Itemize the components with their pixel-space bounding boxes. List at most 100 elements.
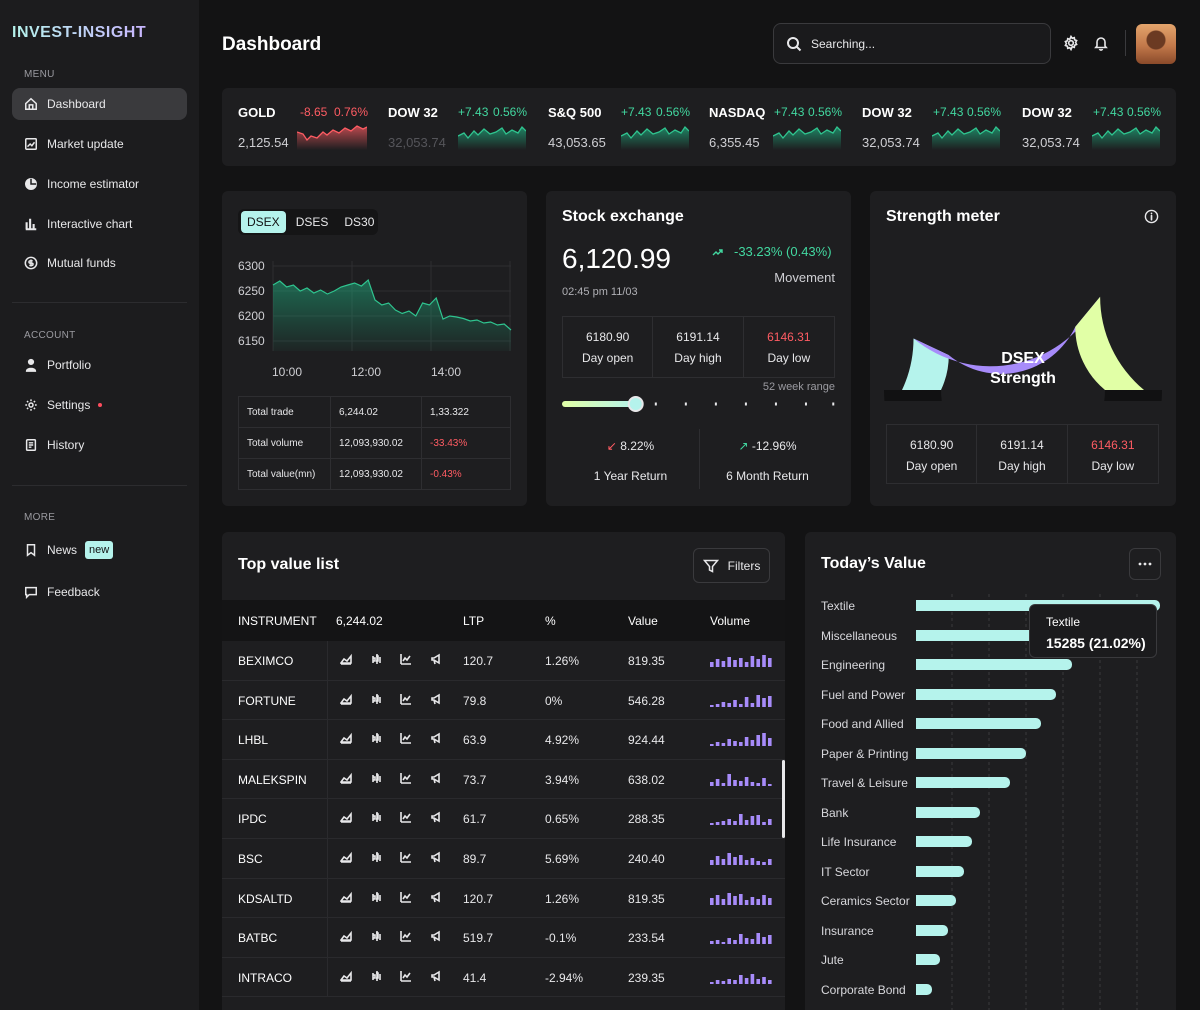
value-bar[interactable] xyxy=(916,836,972,847)
area-chart-icon[interactable] xyxy=(340,653,354,667)
column-divider xyxy=(327,680,328,720)
candle-chart-icon[interactable] xyxy=(370,891,384,905)
line-chart-icon[interactable] xyxy=(400,732,414,746)
area-chart-icon[interactable] xyxy=(340,930,354,944)
ticker-name: GOLD xyxy=(238,105,276,120)
value-bar[interactable] xyxy=(916,924,948,936)
candle-chart-icon[interactable] xyxy=(370,693,384,707)
megaphone-icon[interactable] xyxy=(430,653,444,667)
line-chart-icon[interactable] xyxy=(400,930,414,944)
return-value: 8.22% xyxy=(620,439,655,453)
value-bar[interactable] xyxy=(916,806,980,818)
candle-chart-icon[interactable] xyxy=(370,851,384,865)
value-bar[interactable] xyxy=(916,865,964,877)
line-chart-icon[interactable] xyxy=(400,653,414,667)
volume-mini-bars xyxy=(710,933,772,945)
megaphone-icon[interactable] xyxy=(430,970,444,984)
candle-chart-icon[interactable] xyxy=(370,732,384,746)
table-scrollbar[interactable] xyxy=(782,760,785,838)
filters-button[interactable]: Filters xyxy=(693,548,770,583)
sidebar-item-news[interactable]: News new xyxy=(12,534,187,566)
value-bar[interactable] xyxy=(916,777,1011,788)
area-chart-icon[interactable] xyxy=(340,851,354,865)
megaphone-icon[interactable] xyxy=(430,732,444,746)
line-chart-icon[interactable] xyxy=(400,891,414,905)
area-chart-icon[interactable] xyxy=(340,693,354,707)
line-chart-icon[interactable] xyxy=(400,811,414,825)
value-bar[interactable] xyxy=(916,659,1073,670)
candle-chart-icon[interactable] xyxy=(370,930,384,944)
value-bar[interactable] xyxy=(916,954,940,965)
volume-bar xyxy=(750,939,755,945)
value-bar[interactable] xyxy=(916,983,932,995)
table-row[interactable]: BEXIMCO 120.7 1.26% 819.35 xyxy=(222,641,785,681)
sidebar-item-portfolio[interactable]: Portfolio xyxy=(12,349,187,381)
megaphone-icon[interactable] xyxy=(430,772,444,786)
volume-bar xyxy=(744,938,749,945)
area-chart-icon[interactable] xyxy=(340,732,354,746)
sidebar-item-mutual-funds[interactable]: Mutual funds xyxy=(12,247,187,279)
range-handle[interactable] xyxy=(627,396,644,412)
area-chart-icon[interactable] xyxy=(340,772,354,786)
candle-chart-icon[interactable] xyxy=(370,772,384,786)
sidebar-item-market-update[interactable]: Market update xyxy=(12,128,187,160)
candle-chart-icon[interactable] xyxy=(370,970,384,984)
megaphone-icon[interactable] xyxy=(430,693,444,707)
megaphone-icon[interactable] xyxy=(430,811,444,825)
settings-button[interactable] xyxy=(1062,34,1080,52)
more-options-button[interactable] xyxy=(1129,548,1161,580)
volume-mini-bars xyxy=(710,773,772,786)
notifications-button[interactable] xyxy=(1092,34,1110,52)
col-percent: % xyxy=(545,614,556,628)
table-row[interactable]: KDSALTD 120.7 1.26% 819.35 xyxy=(222,878,785,919)
sidebar-item-interactive-chart[interactable]: Interactive chart xyxy=(12,208,187,240)
volume-bar xyxy=(756,815,760,826)
volume-bar xyxy=(710,662,714,667)
value-bar[interactable] xyxy=(916,895,956,906)
area-chart-icon[interactable] xyxy=(340,970,354,984)
search-input[interactable] xyxy=(811,36,1031,51)
value-bar[interactable] xyxy=(916,718,1041,729)
table-row[interactable]: LHBL 63.9 4.92% 924.44 xyxy=(222,720,785,760)
sidebar-item-income-estimator[interactable]: Income estimator xyxy=(12,168,187,200)
tab-dses[interactable]: DSES xyxy=(295,215,329,229)
info-icon[interactable] xyxy=(1144,209,1159,224)
table-row[interactable]: FORTUNE 79.8 0% 546.28 xyxy=(222,680,785,721)
tab-dsex[interactable]: DSEX xyxy=(241,211,286,233)
avatar[interactable] xyxy=(1136,24,1176,64)
line-chart-icon[interactable] xyxy=(400,693,414,707)
candle-chart-icon[interactable] xyxy=(370,811,384,825)
candle-chart-icon[interactable] xyxy=(370,653,384,667)
col-value: Value xyxy=(628,614,658,628)
line-chart-icon[interactable] xyxy=(400,851,414,865)
table-row[interactable]: INTRACO 41.4 -2.94% 239.35 xyxy=(222,957,785,998)
value-bar[interactable] xyxy=(916,747,1027,759)
table-row[interactable]: BSC 89.7 5.69% 240.40 xyxy=(222,839,785,879)
table-row[interactable]: IPDC 61.7 0.65% 288.35 xyxy=(222,799,785,839)
sidebar-item-dashboard[interactable]: Dashboard xyxy=(12,88,187,120)
ltp-value: 519.7 xyxy=(463,931,494,946)
tab-ds30[interactable]: DS30 xyxy=(344,215,375,229)
index-area-chart[interactable]: 6300 6250 6200 6150 10:00 12:00 14:00 xyxy=(222,246,527,381)
line-chart-icon[interactable] xyxy=(400,772,414,786)
sidebar-item-feedback[interactable]: Feedback xyxy=(12,576,187,608)
area-chart-icon[interactable] xyxy=(340,891,354,905)
search-box[interactable] xyxy=(773,23,1051,64)
table-row: Total volume 12,093,930.02 -33.43% xyxy=(238,427,511,459)
value-bar[interactable] xyxy=(916,688,1057,700)
week-range-slider[interactable] xyxy=(562,395,835,413)
volume-bar xyxy=(710,897,714,905)
ticker-percent: 0.56% xyxy=(656,105,691,119)
brand-logo[interactable]: INVEST-INSIGHT xyxy=(12,24,147,41)
sidebar-item-history[interactable]: History xyxy=(12,429,187,461)
area-chart-icon[interactable] xyxy=(340,811,354,825)
sidebar-item-settings[interactable]: Settings xyxy=(12,389,187,421)
line-chart-icon[interactable] xyxy=(400,970,414,984)
megaphone-icon[interactable] xyxy=(430,891,444,905)
value-bar[interactable] xyxy=(916,629,1140,641)
table-row[interactable]: MALEKSPIN 73.7 3.94% 638.02 xyxy=(222,759,785,800)
sidebar-item-label: Income estimator xyxy=(47,177,140,191)
table-row[interactable]: BATBC 519.7 -0.1% 233.54 xyxy=(222,918,785,958)
megaphone-icon[interactable] xyxy=(430,930,444,944)
megaphone-icon[interactable] xyxy=(430,851,444,865)
